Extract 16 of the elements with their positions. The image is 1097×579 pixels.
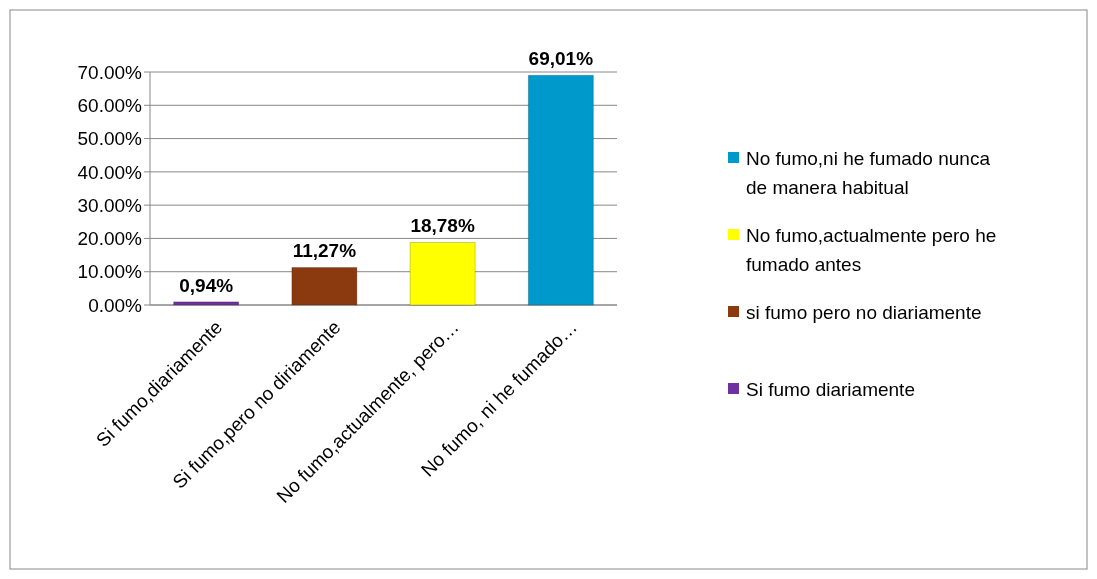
y-tick-label: 30.00% — [77, 194, 143, 216]
data-label: 0,94% — [179, 274, 234, 296]
legend-label: No fumo,actualmente pero he fumado antes — [746, 224, 997, 275]
y-tick-label: 50.00% — [77, 128, 143, 150]
legend-label: si fumo pero no diariamente — [746, 301, 982, 323]
y-tick-label: 70.00% — [77, 61, 143, 83]
data-label: 11,27% — [292, 240, 357, 262]
y-tick-label: 0.00% — [88, 294, 143, 316]
legend-label: Si fumo diariamente — [746, 378, 915, 400]
y-tick-label: 10.00% — [77, 261, 143, 283]
y-tick-label: 60.00% — [77, 94, 143, 116]
data-label: 69,01% — [528, 48, 594, 70]
y-tick-label: 20.00% — [77, 228, 143, 250]
y-tick-label: 40.00% — [77, 161, 143, 183]
data-label: 18,78% — [410, 215, 475, 237]
legend-label: No fumo,ni he fumado nunca de manera habitual — [746, 147, 991, 198]
